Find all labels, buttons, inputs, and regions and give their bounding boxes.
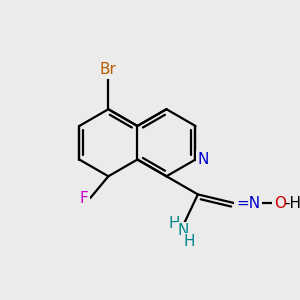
Text: =N: =N — [236, 196, 260, 211]
Text: N: N — [178, 223, 189, 238]
Text: N: N — [197, 152, 209, 167]
Text: -H: -H — [284, 196, 300, 211]
Text: Br: Br — [100, 62, 117, 77]
Text: F: F — [80, 190, 88, 206]
Text: H: H — [169, 216, 180, 231]
Text: H: H — [183, 234, 194, 249]
Text: O: O — [274, 196, 286, 211]
